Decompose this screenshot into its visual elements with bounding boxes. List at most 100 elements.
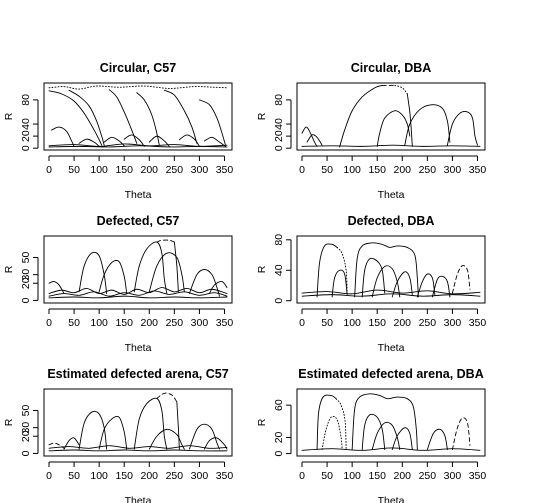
series-line-10 bbox=[301, 144, 481, 147]
x-tick-label: 100 bbox=[90, 164, 108, 176]
x-tick-label: 100 bbox=[343, 470, 361, 482]
series-line-6 bbox=[404, 104, 451, 146]
x-tick-label: 250 bbox=[419, 164, 437, 176]
series-line-9 bbox=[451, 265, 471, 294]
y-tick-label: 40 bbox=[273, 264, 285, 276]
x-tick-label: 50 bbox=[68, 470, 80, 482]
plot-frame bbox=[43, 235, 233, 304]
y-tick-label: 20 bbox=[20, 130, 32, 142]
series-line-4 bbox=[133, 397, 168, 450]
x-tick-label: 0 bbox=[46, 470, 52, 482]
x-tick-label: 100 bbox=[343, 164, 361, 176]
y-tick-label: 30 bbox=[20, 422, 32, 434]
series-line-6 bbox=[371, 265, 401, 298]
y-axis-label: R bbox=[3, 112, 15, 120]
plot-frame bbox=[43, 82, 233, 151]
series-line-12 bbox=[48, 449, 228, 452]
series-line-5 bbox=[156, 392, 178, 403]
x-axis-label: Theta bbox=[125, 189, 152, 201]
x-tick-label: 50 bbox=[68, 317, 80, 329]
x-axis-label: Theta bbox=[125, 342, 152, 354]
x-tick-label: 150 bbox=[368, 317, 386, 329]
x-tick-label: 150 bbox=[368, 470, 386, 482]
x-axis-label: Theta bbox=[378, 495, 405, 503]
series-line-11 bbox=[301, 289, 481, 295]
series-line-10 bbox=[431, 275, 451, 298]
series-line-3 bbox=[68, 89, 105, 146]
x-tick-label: 200 bbox=[394, 317, 412, 329]
y-tick-label: 50 bbox=[20, 251, 32, 263]
x-tick-label: 250 bbox=[419, 470, 437, 482]
series-line-5 bbox=[321, 415, 343, 450]
y-axis-label: R bbox=[256, 112, 268, 120]
series-line-1 bbox=[48, 281, 65, 294]
x-tick-label: 350 bbox=[469, 470, 487, 482]
series-line-7 bbox=[198, 99, 226, 146]
series-line-10 bbox=[203, 437, 228, 450]
series-line-4 bbox=[361, 257, 386, 298]
x-tick-label: 300 bbox=[444, 317, 462, 329]
series-line-2 bbox=[78, 410, 108, 450]
y-tick-label: 50 bbox=[20, 404, 32, 416]
x-tick-label: 200 bbox=[141, 317, 159, 329]
series-line-3 bbox=[394, 84, 408, 95]
y-tick-label: 40 bbox=[273, 118, 285, 130]
x-tick-label: 50 bbox=[321, 317, 333, 329]
series-line-3 bbox=[354, 242, 419, 298]
x-tick-label: 0 bbox=[46, 164, 52, 176]
chart-title: Estimated defected arena, DBA bbox=[298, 367, 483, 381]
x-tick-label: 150 bbox=[115, 317, 133, 329]
series-line-4 bbox=[361, 413, 386, 450]
x-tick-label: 250 bbox=[166, 317, 184, 329]
series-line-8 bbox=[451, 417, 471, 450]
x-tick-label: 200 bbox=[394, 164, 412, 176]
x-tick-label: 300 bbox=[191, 317, 209, 329]
series-group bbox=[48, 239, 228, 299]
series-line-10 bbox=[48, 287, 228, 295]
x-tick-label: 300 bbox=[191, 470, 209, 482]
series-line-2 bbox=[48, 90, 103, 146]
y-axis-label: R bbox=[256, 265, 268, 273]
series-line-10 bbox=[301, 447, 481, 451]
chart-title: Circular, C57 bbox=[100, 61, 176, 75]
series-group bbox=[301, 242, 481, 298]
y-tick-label: 60 bbox=[273, 399, 285, 411]
y-axis-label: R bbox=[3, 265, 15, 273]
series-line-4 bbox=[108, 89, 138, 144]
x-tick-label: 50 bbox=[321, 164, 333, 176]
x-tick-label: 250 bbox=[166, 164, 184, 176]
chart-panel-6: Estimated defected arena, DBA 0 50 100 150 20… bbox=[256, 367, 486, 503]
x-tick-label: 250 bbox=[166, 470, 184, 482]
x-tick-label: 300 bbox=[191, 164, 209, 176]
x-tick-label: 200 bbox=[141, 470, 159, 482]
series-line-7 bbox=[148, 252, 185, 293]
series-line-12 bbox=[48, 295, 228, 299]
x-tick-label: 300 bbox=[444, 470, 462, 482]
chart-panel-3: Defected, C57 0 50 100 150 200 250 300 350 Theta 0… bbox=[3, 214, 233, 354]
y-tick-label: 0 bbox=[273, 145, 285, 151]
series-line-3 bbox=[98, 260, 128, 294]
series-line-2 bbox=[78, 251, 108, 294]
series-line-8 bbox=[301, 126, 318, 147]
x-tick-label: 0 bbox=[299, 164, 305, 176]
series-line-9 bbox=[426, 428, 448, 450]
x-tick-label: 50 bbox=[68, 164, 80, 176]
y-tick-label: 0 bbox=[20, 297, 32, 303]
x-axis-label: Theta bbox=[125, 495, 152, 503]
series-line-5 bbox=[136, 92, 160, 146]
y-tick-label: 30 bbox=[20, 269, 32, 281]
plot-frame bbox=[43, 388, 233, 457]
y-tick-label: 80 bbox=[20, 94, 32, 106]
chart-panel-4: Defected, DBA 0 50 100 150 200 250 300 350 Theta 0… bbox=[256, 214, 486, 354]
x-tick-label: 200 bbox=[394, 470, 412, 482]
x-tick-label: 0 bbox=[299, 317, 305, 329]
series-line-3 bbox=[351, 393, 418, 450]
x-tick-label: 0 bbox=[46, 317, 52, 329]
series-line-6 bbox=[173, 241, 179, 293]
x-tick-label: 200 bbox=[141, 164, 159, 176]
series-line-12 bbox=[148, 135, 170, 147]
y-tick-label: 0 bbox=[20, 145, 32, 151]
x-tick-label: 100 bbox=[90, 470, 108, 482]
series-line-1 bbox=[316, 394, 337, 450]
series-line-6 bbox=[163, 89, 198, 144]
